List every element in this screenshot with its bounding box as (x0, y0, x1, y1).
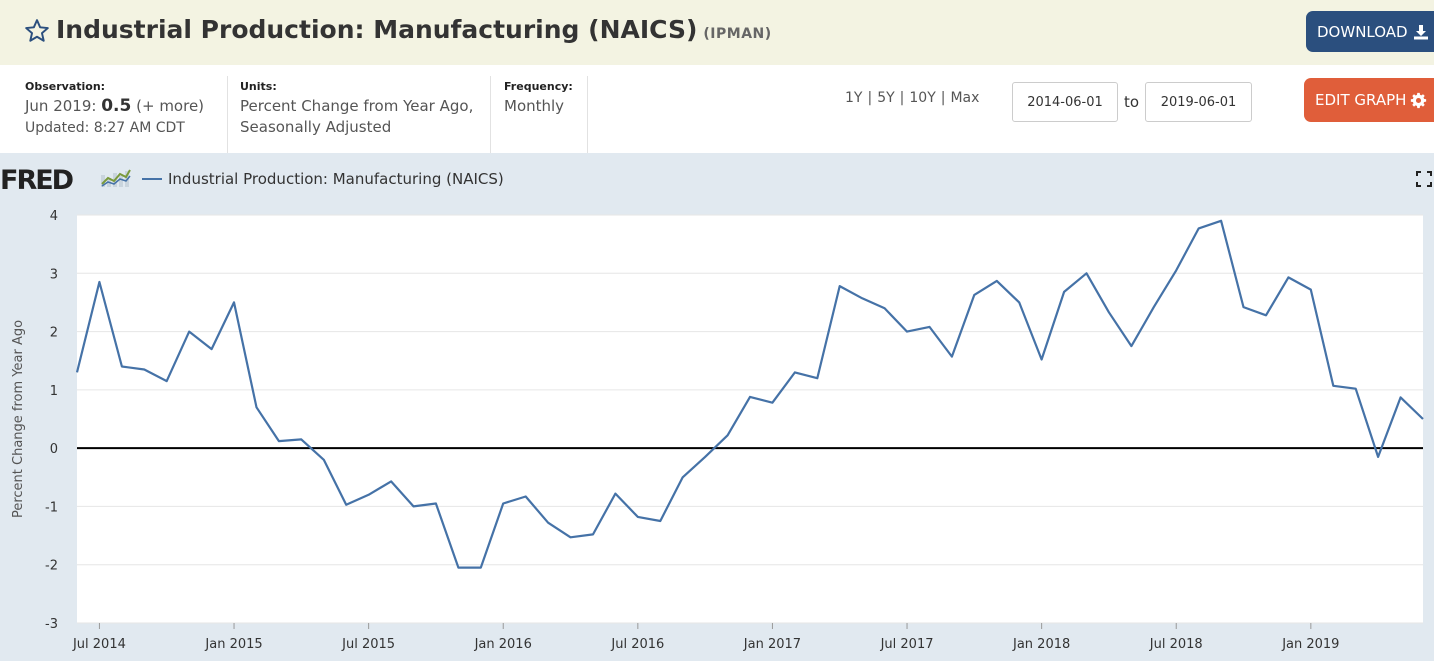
y-tick-label: -3 (45, 617, 58, 632)
gridlines (77, 214, 1423, 624)
series-line (75, 219, 1424, 569)
download-icon (1413, 24, 1428, 39)
units-line-1: Percent Change from Year Ago, (240, 97, 474, 115)
edit-graph-button[interactable]: EDIT GRAPH (1304, 78, 1434, 122)
x-tick-label: Jan 2017 (743, 637, 801, 652)
y-tick-label: -1 (45, 500, 58, 515)
series-title-bar: Industrial Production: Manufacturing (NA… (0, 0, 1434, 65)
line-chart: 4 3 2 1 0 -1 -2 -3 Jul 2014 Jan 2015 Jul 2015 Jan … (11, 209, 1424, 652)
edit-graph-label: EDIT GRAPH (1315, 91, 1407, 109)
x-axis-ticks: Jul 2014 Jan 2015 Jul 2015 Jan 2016 Jul 2016… (72, 623, 1339, 652)
fred-chart-logo-icon (101, 167, 131, 189)
frequency-block: Frequency: Monthly (504, 76, 588, 153)
end-date-input[interactable]: 2019-06-01 (1145, 82, 1252, 122)
y-tick-label: -2 (45, 559, 58, 574)
chart-legend: Industrial Production: Manufacturing (NA… (142, 170, 504, 188)
x-tick-label: Jul 2018 (1149, 637, 1203, 652)
gear-icon (1411, 92, 1427, 108)
observation-period: Jun 2019: (25, 97, 97, 115)
date-to-label: to (1124, 93, 1140, 111)
x-tick-label: Jan 2016 (474, 637, 532, 652)
y-tick-label: 1 (50, 384, 58, 399)
range-max[interactable]: Max (950, 90, 980, 106)
observation-line: Jun 2019: 0.5 (+ more) (25, 96, 227, 117)
range-separator: | (867, 90, 873, 106)
range-10y[interactable]: 10Y (909, 90, 936, 106)
download-button[interactable]: DOWNLOAD (1306, 11, 1434, 52)
updated-time: Updated: 8:27 AM CDT (25, 120, 185, 136)
x-tick-label: Jul 2017 (880, 637, 934, 652)
x-tick-label: Jul 2015 (341, 637, 395, 652)
observation-label: Observation: (25, 80, 106, 93)
range-separator: | (899, 90, 905, 106)
star-icon[interactable] (24, 18, 50, 44)
observation-more-link[interactable]: (+ more) (136, 97, 205, 115)
units-block: Units: Percent Change from Year Ago, Sea… (240, 76, 491, 153)
series-code: (IPMAN) (703, 26, 772, 42)
observation-block: Observation: Jun 2019: 0.5 (+ more) Upda… (25, 76, 228, 153)
range-5y[interactable]: 5Y (877, 90, 895, 106)
fred-logo: FRED (0, 165, 74, 196)
x-tick-label: Jan 2015 (204, 637, 262, 652)
y-tick-label: 3 (50, 267, 58, 282)
units-line-2: Seasonally Adjusted (240, 118, 392, 136)
x-tick-label: Jan 2018 (1012, 637, 1070, 652)
download-label: DOWNLOAD (1317, 22, 1408, 41)
y-tick-label: 4 (50, 209, 58, 224)
frequency-label: Frequency: (504, 80, 573, 93)
units-label: Units: (240, 80, 277, 93)
y-tick-label: 2 (50, 326, 58, 341)
y-axis-ticks: 4 3 2 1 0 -1 -2 -3 (45, 209, 58, 632)
page-title: Industrial Production: Manufacturing (NA… (56, 15, 772, 44)
range-1y[interactable]: 1Y (845, 90, 863, 106)
start-date-input[interactable]: 2014-06-01 (1012, 82, 1118, 122)
x-tick-label: Jul 2016 (610, 637, 664, 652)
fullscreen-icon[interactable] (1416, 171, 1432, 187)
plot-area (77, 215, 1423, 623)
observation-value: 0.5 (101, 96, 132, 116)
x-tick-label: Jan 2019 (1281, 637, 1339, 652)
range-separator: | (940, 90, 946, 106)
legend-label: Industrial Production: Manufacturing (NA… (168, 170, 504, 188)
range-selector: 1Y | 5Y | 10Y | Max (845, 90, 979, 106)
y-axis-label: Percent Change from Year Ago (11, 320, 26, 518)
series-title: Industrial Production: Manufacturing (NA… (56, 15, 698, 44)
y-tick-label: 0 (50, 442, 58, 457)
legend-swatch (142, 178, 162, 180)
x-tick-label: Jul 2014 (72, 637, 126, 652)
frequency-value: Monthly (504, 97, 565, 115)
